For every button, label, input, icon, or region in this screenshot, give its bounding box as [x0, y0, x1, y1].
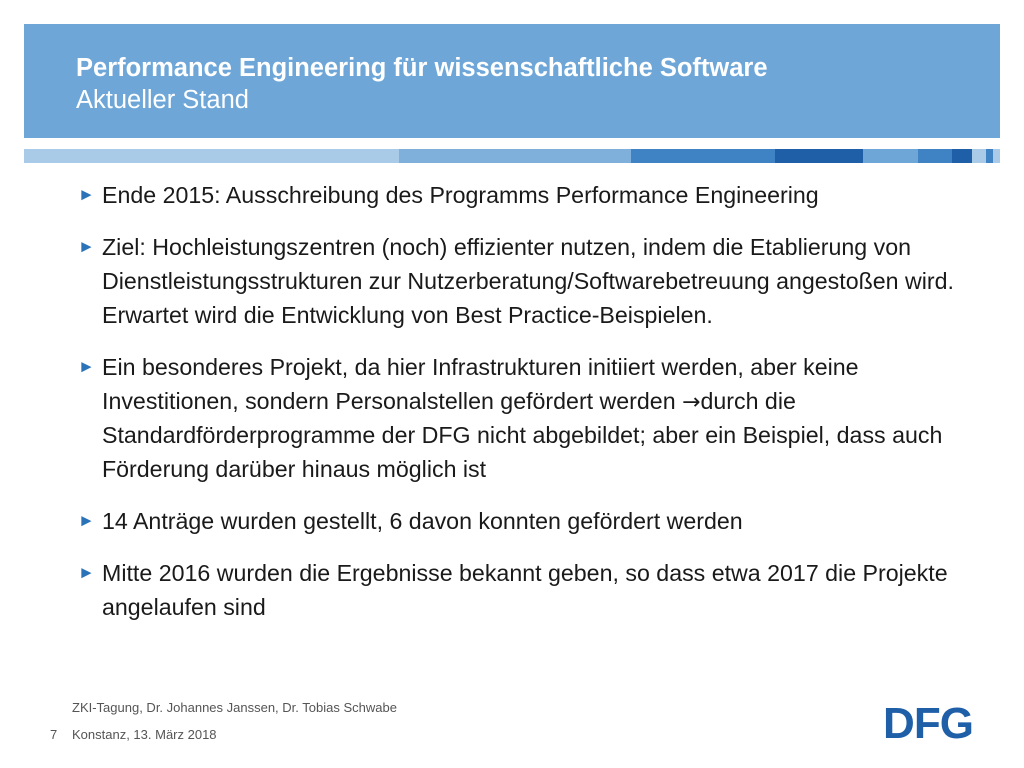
triangle-bullet-icon: ►	[78, 185, 95, 204]
stripe-segment	[986, 149, 993, 163]
stripe-segment	[775, 149, 863, 163]
triangle-bullet-icon: ►	[78, 511, 95, 530]
slide-subtitle: Aktueller Stand	[76, 86, 249, 114]
footer-date: Konstanz, 13. März 2018	[72, 727, 217, 742]
stripe-segment	[631, 149, 775, 163]
slide-title: Performance Engineering für wissenschaft…	[76, 54, 768, 82]
title-banner: Performance Engineering für wissenschaft…	[24, 24, 1000, 138]
stripe-segment	[918, 149, 952, 163]
bullet-text: Ziel: Hochleistungszentren (noch) effizi…	[102, 234, 954, 328]
dfg-logo: DFG	[883, 699, 974, 744]
arrow-right-icon: →	[682, 390, 701, 415]
stripe-segment	[972, 149, 986, 163]
bullet-text: 14 Anträge wurden gestellt, 6 davon konn…	[102, 508, 743, 534]
triangle-bullet-icon: ►	[78, 357, 95, 376]
bullet-item: ► Ende 2015: Ausschreibung des Programms…	[78, 178, 988, 212]
stripe-segment	[24, 149, 399, 163]
bullet-text: Ein besonderes Projekt, da hier Infrastr…	[102, 354, 859, 414]
bullet-item: ► Ziel: Hochleistungszentren (noch) effi…	[78, 230, 988, 332]
triangle-bullet-icon: ►	[78, 237, 95, 256]
stripe-segment	[952, 149, 972, 163]
page-number: 7	[50, 727, 58, 742]
footer-authors: ZKI-Tagung, Dr. Johannes Janssen, Dr. To…	[72, 700, 397, 715]
stripe-segment	[993, 149, 1000, 163]
bullet-item: ► 14 Anträge wurden gestellt, 6 davon ko…	[78, 504, 988, 538]
triangle-bullet-icon: ►	[78, 563, 95, 582]
bullet-item: ► Ein besonderes Projekt, da hier Infras…	[78, 350, 988, 486]
bullet-item: ► Mitte 2016 wurden die Ergebnisse bekan…	[78, 556, 988, 624]
decorative-stripe	[24, 149, 1000, 163]
stripe-segment	[863, 149, 918, 163]
dfg-logo-text: DFG	[883, 699, 973, 744]
bullet-text: Ende 2015: Ausschreibung des Programms P…	[102, 182, 819, 208]
bullet-text: Mitte 2016 wurden die Ergebnisse bekannt…	[102, 560, 948, 620]
bullet-text-continued: durch die Standardförderprogramme der DF…	[102, 388, 943, 482]
bullet-list: ► Ende 2015: Ausschreibung des Programms…	[78, 178, 988, 642]
stripe-segment	[399, 149, 631, 163]
